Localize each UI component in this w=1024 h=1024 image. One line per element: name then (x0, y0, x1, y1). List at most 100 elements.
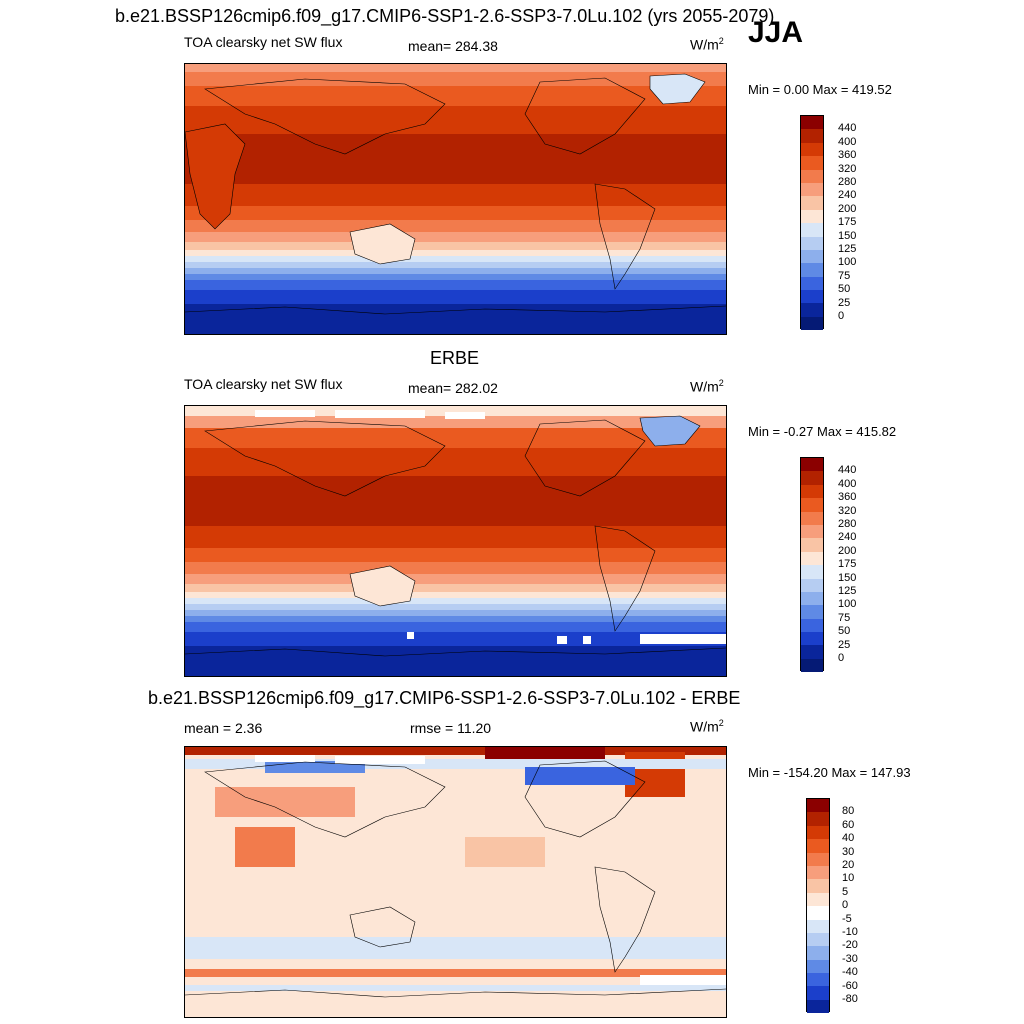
panel1-colorbar-swatch (801, 223, 823, 237)
panel3-map (184, 746, 727, 1018)
panel3-colorbar-swatch (807, 879, 829, 893)
colorbar-tick-label: 360 (838, 149, 857, 162)
panel2-map (184, 405, 727, 677)
colorbar-tick-label: -10 (842, 926, 858, 938)
panel2-colorbar-swatch (801, 578, 823, 592)
colorbar-tick-label: 100 (838, 598, 857, 611)
panel3-colorbar-swatch (807, 932, 829, 947)
colorbar-tick-label: 175 (838, 558, 857, 571)
panel2-mean: mean= 282.02 (408, 380, 498, 396)
colorbar-tick-label: 440 (838, 122, 857, 135)
colorbar-tick-label: 400 (838, 135, 857, 148)
colorbar-tick-label: 125 (838, 585, 857, 597)
colorbar-tick-label: 175 (838, 216, 857, 229)
colorbar-tick-label: -30 (842, 952, 858, 965)
panel3-units: W/m2 (690, 718, 724, 735)
panel3-colorbar-swatch (807, 999, 829, 1013)
colorbar-tick-label: -60 (842, 979, 858, 992)
panel1-colorbar-swatch (801, 276, 823, 291)
colorbar-tick-label: 20 (842, 859, 855, 871)
panel1-variable-label: TOA clearsky net SW flux (184, 34, 343, 50)
panel1-minmax: Min = 0.00 Max = 419.52 (748, 82, 892, 97)
colorbar-tick-label: 0 (842, 899, 849, 912)
panel1-colorbar-swatch (801, 156, 823, 170)
colorbar-tick-label: -80 (842, 993, 858, 1005)
panel2-colorbar-swatch (801, 618, 823, 633)
panel2-colorbar (800, 457, 824, 672)
panel1-colorbar-swatch (801, 182, 823, 197)
panel1-colorbar-swatch (801, 116, 823, 130)
panel1-colorbar-labels: 440 400 360 320 280 240 200 175 150 125 … (838, 115, 878, 329)
panel3-colorbar-swatch (807, 919, 829, 933)
colorbar-tick-label: 125 (838, 243, 857, 255)
colorbar-tick-label: 25 (838, 638, 851, 651)
panel3-colorbar-swatch (807, 825, 829, 840)
panel2-colorbar-swatch (801, 658, 823, 672)
panel2-colorbar-swatch (801, 471, 823, 485)
colorbar-tick-label: 320 (838, 162, 857, 175)
panel3-colorbar-swatch (807, 973, 829, 987)
panel3-colorbar-swatch (807, 852, 829, 866)
colorbar-tick-label: -20 (842, 939, 858, 952)
colorbar-tick-label: 320 (838, 504, 857, 517)
panel1-colorbar-swatch (801, 316, 823, 330)
panel2-colorbar-swatch (801, 524, 823, 539)
panel1-colorbar-swatch (801, 169, 823, 183)
colorbar-tick-label: 75 (838, 269, 851, 282)
colorbar-tick-label: 30 (842, 845, 855, 858)
panel2-colorbar-swatch (801, 498, 823, 512)
panel1-colorbar (800, 115, 824, 330)
panel1-colorbar-swatch (801, 249, 823, 264)
colorbar-tick-label: 0 (838, 310, 845, 322)
panel2-units: W/m2 (690, 378, 724, 395)
colorbar-tick-label: 60 (842, 818, 855, 831)
panel2-colorbar-swatch (801, 511, 823, 525)
colorbar-tick-label: 50 (838, 283, 851, 296)
colorbar-tick-label: 280 (838, 518, 857, 530)
colorbar-tick-label: 40 (842, 832, 855, 845)
panel1-colorbar-swatch (801, 290, 823, 304)
colorbar-tick-label: 240 (838, 531, 857, 544)
panel2-colorbar-swatch (801, 565, 823, 579)
colorbar-tick-label: 360 (838, 491, 857, 504)
colorbar-tick-label: 75 (838, 611, 851, 624)
panel3-subtitle: b.e21.BSSP126cmip6.f09_g17.CMIP6-SSP1-2.… (148, 688, 741, 708)
panel3-map-field (185, 747, 726, 1017)
colorbar-tick-label: 5 (842, 885, 849, 898)
panel1-colorbar-swatch (801, 236, 823, 250)
colorbar-tick-label: 100 (838, 256, 857, 269)
panel3-colorbar-swatch (807, 812, 829, 826)
panel1-colorbar-swatch (801, 196, 823, 210)
colorbar-tick-label: -5 (842, 912, 852, 925)
panel2-subtitle: ERBE (430, 348, 480, 368)
colorbar-tick-label: 400 (838, 477, 857, 490)
panel2-minmax: Min = -0.27 Max = 415.82 (748, 424, 897, 439)
panel2-colorbar-swatch (801, 538, 823, 552)
colorbar-tick-label: 440 (838, 464, 857, 477)
panel3-colorbar-swatch (807, 986, 829, 1000)
panel3-mean: mean = 2.36 (184, 720, 263, 736)
panel2-colorbar-swatch (801, 458, 823, 472)
colorbar-tick-label: -40 (842, 966, 858, 979)
panel1-colorbar-swatch (801, 209, 823, 224)
colorbar-tick-label: 0 (838, 652, 845, 664)
panel3-colorbar-swatch (807, 799, 829, 813)
colorbar-tick-label: 50 (838, 625, 851, 638)
panel1-units: W/m2 (690, 36, 724, 53)
colorbar-tick-label: 200 (838, 544, 857, 557)
panel2-colorbar-swatch (801, 551, 823, 566)
colorbar-tick-label: 25 (838, 296, 851, 309)
colorbar-tick-label: 10 (842, 872, 855, 885)
panel1-colorbar-swatch (801, 142, 823, 157)
panel3-colorbar-swatch (807, 906, 829, 920)
panel3-colorbar (806, 798, 830, 1013)
colorbar-tick-label: 240 (838, 189, 857, 202)
panel2-colorbar-swatch (801, 591, 823, 606)
panel3-colorbar-swatch (807, 946, 829, 960)
colorbar-tick-label: 150 (838, 571, 857, 584)
panel1-mean: mean= 284.38 (408, 38, 498, 54)
panel3-rmse: rmse = 11.20 (410, 720, 492, 736)
panel3-colorbar-swatch (807, 839, 829, 853)
season-label: JJA (748, 16, 804, 49)
colorbar-tick-label: 200 (838, 202, 857, 215)
